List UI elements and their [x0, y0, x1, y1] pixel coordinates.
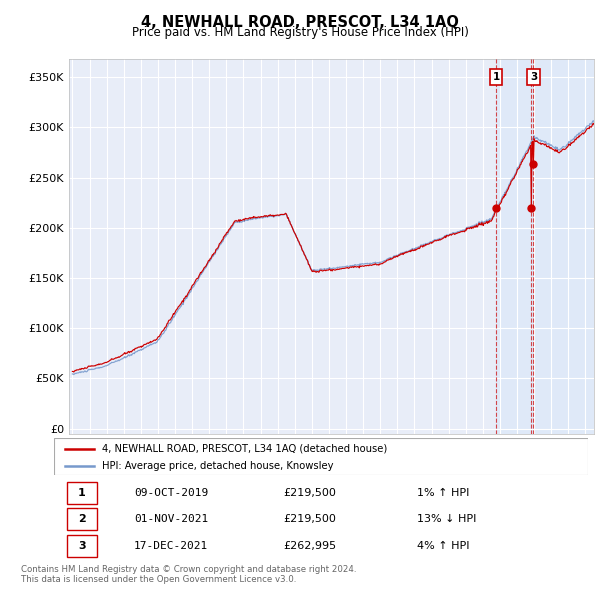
Text: 1: 1 — [493, 72, 500, 82]
Text: This data is licensed under the Open Government Licence v3.0.: This data is licensed under the Open Gov… — [21, 575, 296, 584]
Text: 17-DEC-2021: 17-DEC-2021 — [134, 541, 208, 551]
Text: 1% ↑ HPI: 1% ↑ HPI — [417, 489, 469, 498]
Bar — [67, 482, 97, 504]
Text: £219,500: £219,500 — [284, 514, 337, 524]
Text: 09-OCT-2019: 09-OCT-2019 — [134, 489, 208, 498]
Bar — [67, 508, 97, 530]
Text: 13% ↓ HPI: 13% ↓ HPI — [417, 514, 476, 524]
Text: 2: 2 — [78, 514, 86, 524]
Text: 4, NEWHALL ROAD, PRESCOT, L34 1AQ: 4, NEWHALL ROAD, PRESCOT, L34 1AQ — [141, 15, 459, 30]
Text: 1: 1 — [78, 489, 86, 498]
FancyBboxPatch shape — [54, 438, 588, 475]
Text: £219,500: £219,500 — [284, 489, 337, 498]
Text: £262,995: £262,995 — [284, 541, 337, 551]
Text: 3: 3 — [78, 541, 86, 551]
Text: 01-NOV-2021: 01-NOV-2021 — [134, 514, 208, 524]
Text: HPI: Average price, detached house, Knowsley: HPI: Average price, detached house, Know… — [102, 461, 334, 471]
Text: 4% ↑ HPI: 4% ↑ HPI — [417, 541, 470, 551]
Text: Price paid vs. HM Land Registry's House Price Index (HPI): Price paid vs. HM Land Registry's House … — [131, 26, 469, 39]
Text: 4, NEWHALL ROAD, PRESCOT, L34 1AQ (detached house): 4, NEWHALL ROAD, PRESCOT, L34 1AQ (detac… — [102, 444, 388, 454]
Bar — [67, 535, 97, 558]
Bar — [496, 59, 594, 434]
Text: 3: 3 — [530, 72, 537, 82]
Text: Contains HM Land Registry data © Crown copyright and database right 2024.: Contains HM Land Registry data © Crown c… — [21, 565, 356, 574]
